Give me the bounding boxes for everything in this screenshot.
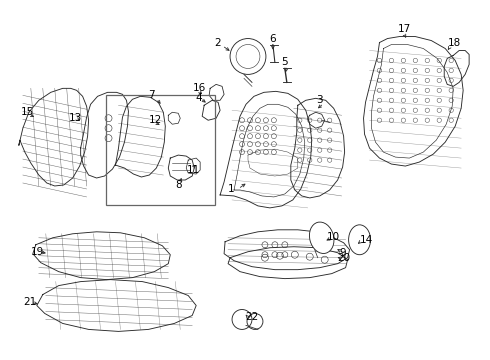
Text: 9: 9 [340,248,346,258]
Text: 18: 18 [448,37,462,48]
Ellipse shape [348,225,370,255]
Text: 19: 19 [31,247,44,257]
Text: 10: 10 [327,232,340,242]
Text: 11: 11 [187,165,200,175]
Bar [105,95,215,205]
Text: 7: 7 [148,90,155,100]
Text: 1: 1 [228,184,235,194]
Text: 14: 14 [360,235,373,245]
Text: 16: 16 [193,84,206,93]
Text: 12: 12 [148,115,162,125]
Text: 8: 8 [175,180,182,190]
Text: 21: 21 [23,297,36,306]
Text: 6: 6 [269,33,275,44]
Text: 4: 4 [195,93,202,103]
Text: 17: 17 [397,24,411,33]
Text: 13: 13 [69,113,82,123]
Text: 5: 5 [281,58,288,67]
Text: 22: 22 [245,312,258,323]
Text: 15: 15 [21,107,34,117]
Text: 2: 2 [214,37,220,48]
Text: 3: 3 [316,95,322,105]
Ellipse shape [310,222,334,253]
Text: 20: 20 [338,253,351,263]
